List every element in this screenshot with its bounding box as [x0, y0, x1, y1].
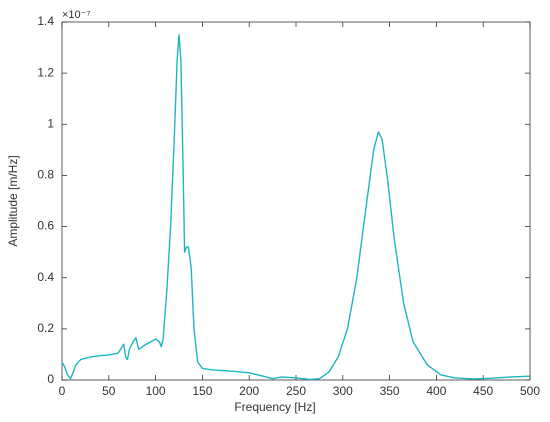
x-tick-label: 250	[286, 384, 306, 398]
plot-frame	[61, 21, 531, 381]
y-tick-label: 1	[47, 116, 54, 130]
y-tick-label: 1.4	[37, 14, 54, 28]
x-tick-label: 500	[520, 384, 540, 398]
x-tick-label: 150	[192, 384, 212, 398]
line-series	[61, 34, 531, 381]
x-axis-label: Frequency [Hz]	[234, 400, 315, 414]
y-tick-label: 0.4	[37, 270, 54, 284]
y-tick-label: 1.2	[37, 65, 54, 79]
x-tick-label: 450	[473, 384, 493, 398]
x-tick-label: 100	[146, 384, 166, 398]
y-tick-label: 0.2	[37, 321, 54, 335]
y-tick-label: 0	[47, 372, 54, 386]
y-tick-label: 0.6	[37, 219, 54, 233]
y-exponent: ×10⁻⁷	[62, 9, 90, 21]
y-axis-label: Amplitude [m/Hz]	[6, 155, 20, 246]
x-tick-label: 300	[333, 384, 353, 398]
x-tick-label: 50	[102, 384, 116, 398]
y-tick-label: 0.8	[37, 168, 54, 182]
x-tick-label: 0	[59, 384, 66, 398]
x-tick-label: 400	[426, 384, 446, 398]
x-tick-label: 350	[380, 384, 400, 398]
x-tick-label: 200	[239, 384, 259, 398]
